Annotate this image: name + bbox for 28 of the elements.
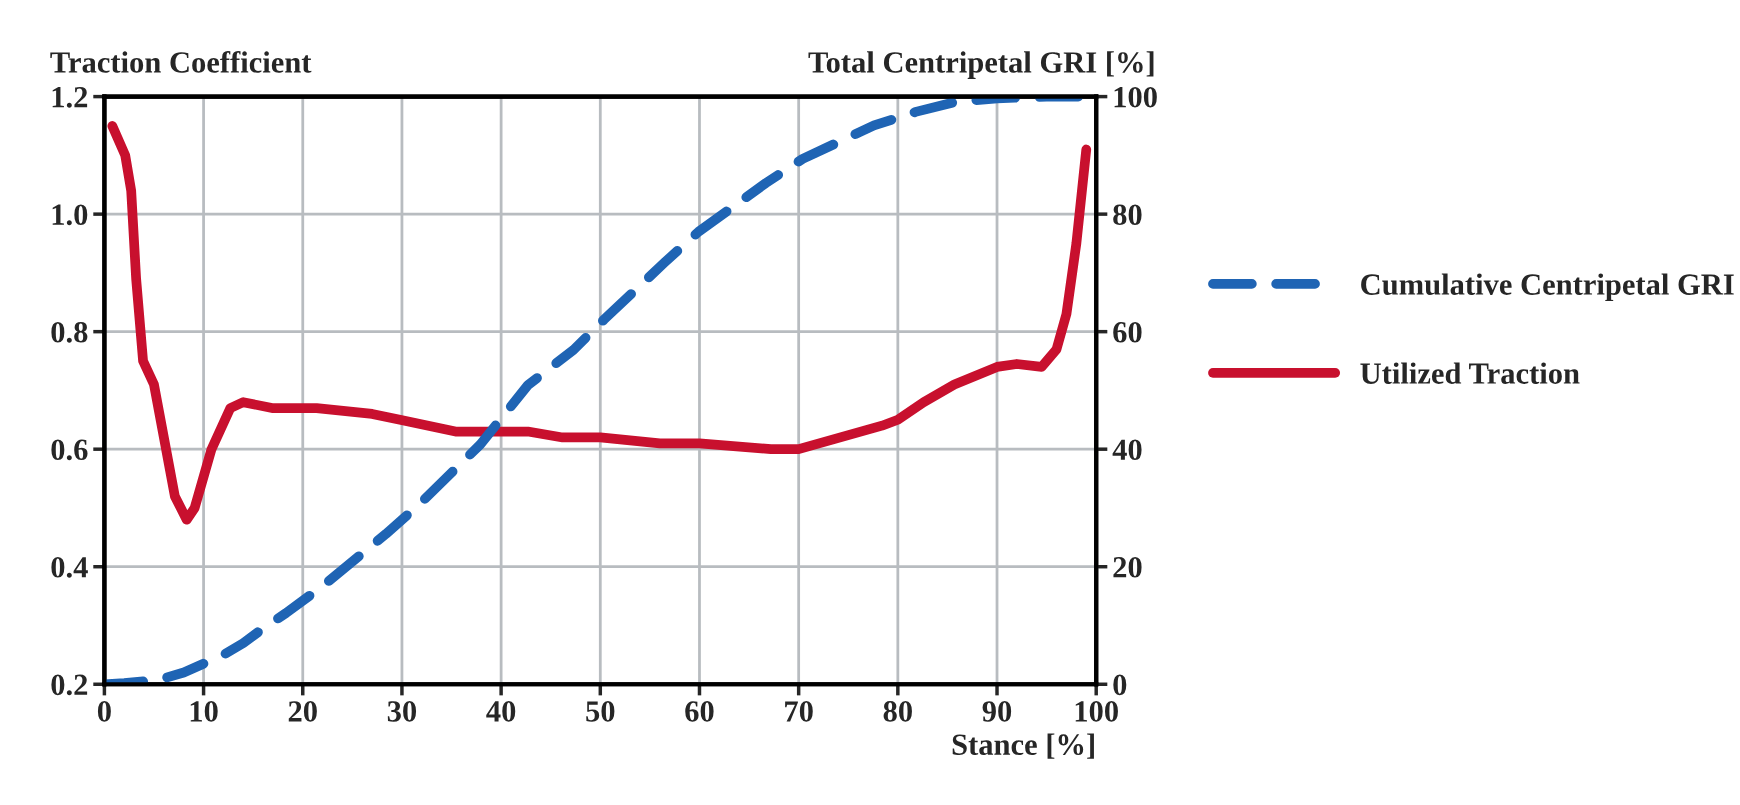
y2-tick-label: 80 [1113,204,1142,226]
y2-tick-label: 20 [1113,557,1142,578]
x-tick-label: 70 [785,701,813,722]
y-axis-title: Traction Coefficient [50,50,312,73]
y2-tick-label: 100 [1114,86,1157,108]
y-tick-label: 1.0 [52,204,88,226]
x-tick-label: 100 [1075,701,1118,722]
x-axis-title: Stance [%] [952,733,1094,759]
y2-tick-label: 0 [1113,674,1127,696]
y-tick-label: 0.6 [51,439,88,461]
y2-tick-label: 40 [1112,439,1142,461]
x-tick-label: 80 [883,701,912,722]
legend-label: Cumulative Centripetal GRI [1361,273,1734,302]
x-tick-label: 40 [486,701,516,722]
y2-tick-label: 60 [1113,321,1142,343]
x-tick-label: 30 [387,701,417,722]
x-tick-label: 60 [685,701,714,722]
y-tick-label: 0.2 [51,674,88,696]
y-tick-label: 0.8 [51,321,88,343]
x-tick-label: 20 [288,701,317,722]
y-tick-label: 0.4 [51,557,88,578]
y-tick-label: 1.2 [52,86,88,108]
x-tick-label: 50 [586,701,615,722]
x-tick-label: 0 [97,701,111,722]
x-tick-label: 90 [982,701,1012,722]
x-tick-label: 10 [190,701,218,722]
legend-label: Utilized Traction [1360,362,1580,384]
y2-axis-title: Total Centripetal GRI [%] [808,51,1154,79]
